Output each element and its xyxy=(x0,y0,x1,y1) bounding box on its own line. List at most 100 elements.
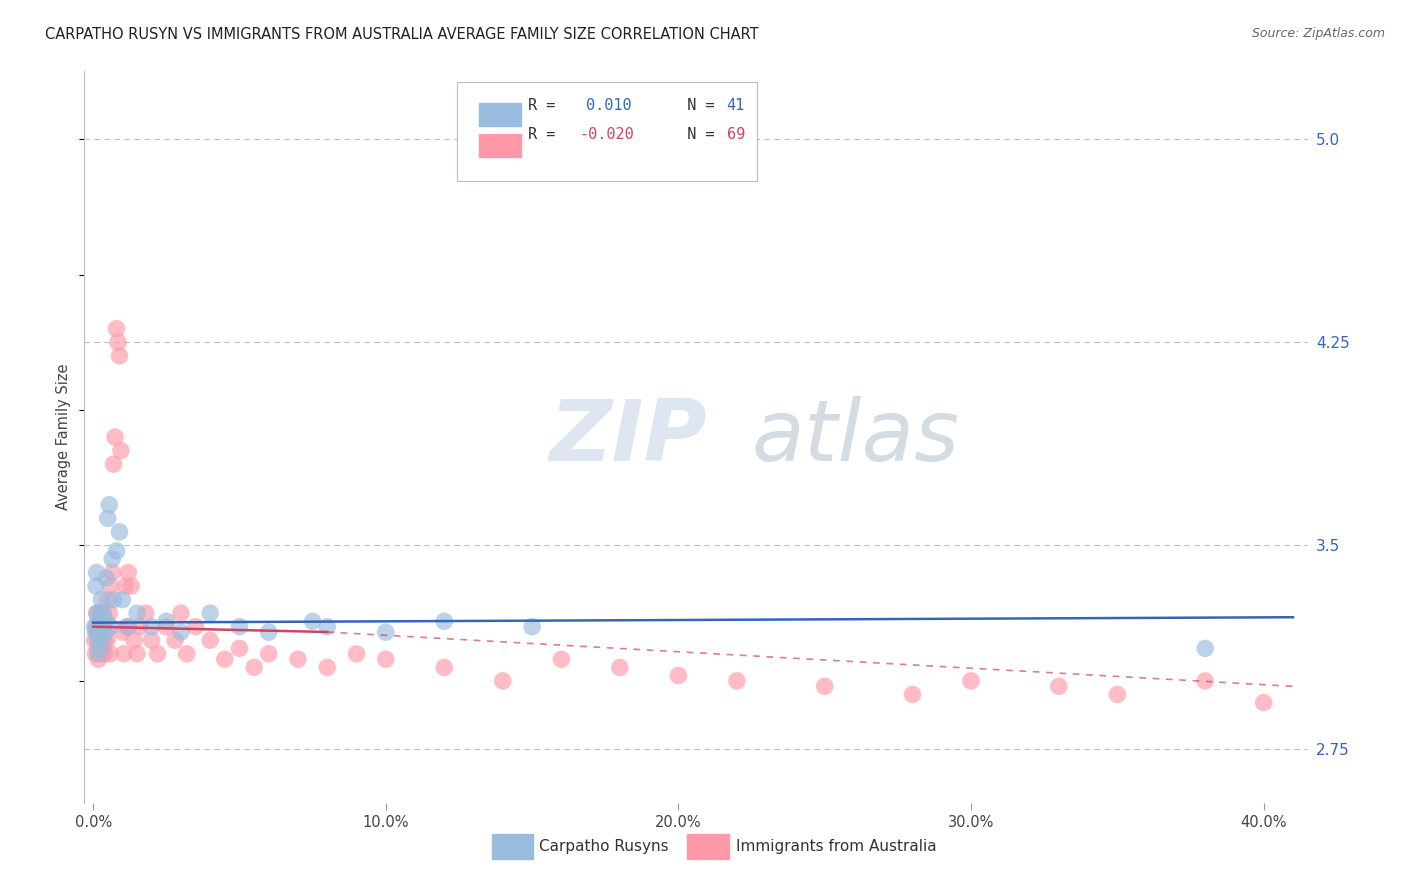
Point xyxy=(87,641,110,656)
Point xyxy=(107,335,129,350)
Point xyxy=(98,498,121,512)
Text: -0.020: -0.020 xyxy=(579,128,634,143)
FancyBboxPatch shape xyxy=(479,103,522,127)
Point xyxy=(170,606,193,620)
Point xyxy=(111,592,134,607)
Text: R =: R = xyxy=(529,98,574,113)
Point xyxy=(96,615,118,629)
Point xyxy=(725,673,748,688)
Point xyxy=(114,579,136,593)
Point xyxy=(550,652,572,666)
Point xyxy=(115,620,138,634)
Point xyxy=(960,673,983,688)
FancyBboxPatch shape xyxy=(457,82,758,181)
Point xyxy=(86,606,108,620)
Y-axis label: Average Family Size: Average Family Size xyxy=(56,364,72,510)
Text: ZIP: ZIP xyxy=(550,395,707,479)
Point xyxy=(108,524,131,539)
Point xyxy=(301,615,323,629)
Point xyxy=(135,606,157,620)
FancyBboxPatch shape xyxy=(479,134,522,157)
Point xyxy=(346,647,368,661)
Point xyxy=(257,647,280,661)
Text: Immigrants from Australia: Immigrants from Australia xyxy=(737,839,936,855)
Point xyxy=(111,625,134,640)
Point xyxy=(91,641,114,656)
Text: Source: ZipAtlas.com: Source: ZipAtlas.com xyxy=(1251,27,1385,40)
Point xyxy=(86,625,108,640)
Text: 69: 69 xyxy=(727,128,745,143)
Point xyxy=(112,647,135,661)
Point xyxy=(901,688,924,702)
Point xyxy=(93,633,115,648)
Point xyxy=(117,620,139,634)
Point xyxy=(90,647,112,661)
Point xyxy=(170,625,193,640)
Point xyxy=(110,443,132,458)
Point xyxy=(520,620,543,634)
Point xyxy=(1047,679,1070,693)
Point xyxy=(83,620,105,634)
Point xyxy=(814,679,837,693)
Point xyxy=(96,571,118,585)
Point xyxy=(90,641,112,656)
Point xyxy=(84,625,107,640)
Point xyxy=(243,660,266,674)
Point xyxy=(98,606,121,620)
Point xyxy=(89,633,111,648)
Point xyxy=(94,625,117,640)
Point xyxy=(93,625,115,640)
Point xyxy=(492,673,515,688)
Point xyxy=(104,430,127,444)
Point xyxy=(101,566,124,580)
Point xyxy=(122,633,145,648)
Point xyxy=(90,620,112,634)
Point xyxy=(91,631,114,645)
Point xyxy=(176,647,198,661)
Point xyxy=(89,606,111,620)
Text: 0.010: 0.010 xyxy=(586,98,631,113)
Point xyxy=(90,606,112,620)
Point xyxy=(141,620,163,634)
Point xyxy=(94,647,117,661)
Point xyxy=(155,620,177,634)
Point xyxy=(105,544,128,558)
Point xyxy=(198,606,221,620)
Point xyxy=(165,633,187,648)
Point xyxy=(198,633,221,648)
Point xyxy=(609,660,631,674)
Point xyxy=(89,625,111,640)
Point xyxy=(1253,696,1275,710)
Point xyxy=(93,620,115,634)
FancyBboxPatch shape xyxy=(688,834,728,859)
Point xyxy=(228,641,250,656)
Point xyxy=(184,620,207,634)
Point xyxy=(87,620,110,634)
Point xyxy=(84,620,107,634)
Point xyxy=(90,592,112,607)
Point xyxy=(214,652,236,666)
Point xyxy=(108,349,131,363)
Point xyxy=(668,668,690,682)
Point xyxy=(129,620,152,634)
Point xyxy=(101,552,124,566)
Point xyxy=(120,579,142,593)
Point xyxy=(125,647,148,661)
Point xyxy=(1194,641,1216,656)
Point xyxy=(93,606,115,620)
Point xyxy=(100,579,122,593)
Point xyxy=(316,620,339,634)
Point xyxy=(103,457,125,471)
Text: N =: N = xyxy=(669,128,724,143)
Point xyxy=(83,633,105,648)
Text: Carpatho Rusyns: Carpatho Rusyns xyxy=(540,839,669,855)
Point xyxy=(87,647,110,661)
Point xyxy=(105,322,128,336)
Point xyxy=(1107,688,1129,702)
Point xyxy=(374,625,396,640)
Point xyxy=(117,566,139,580)
Point xyxy=(87,652,110,666)
Point xyxy=(146,647,169,661)
Point xyxy=(287,652,309,666)
Point xyxy=(97,511,120,525)
